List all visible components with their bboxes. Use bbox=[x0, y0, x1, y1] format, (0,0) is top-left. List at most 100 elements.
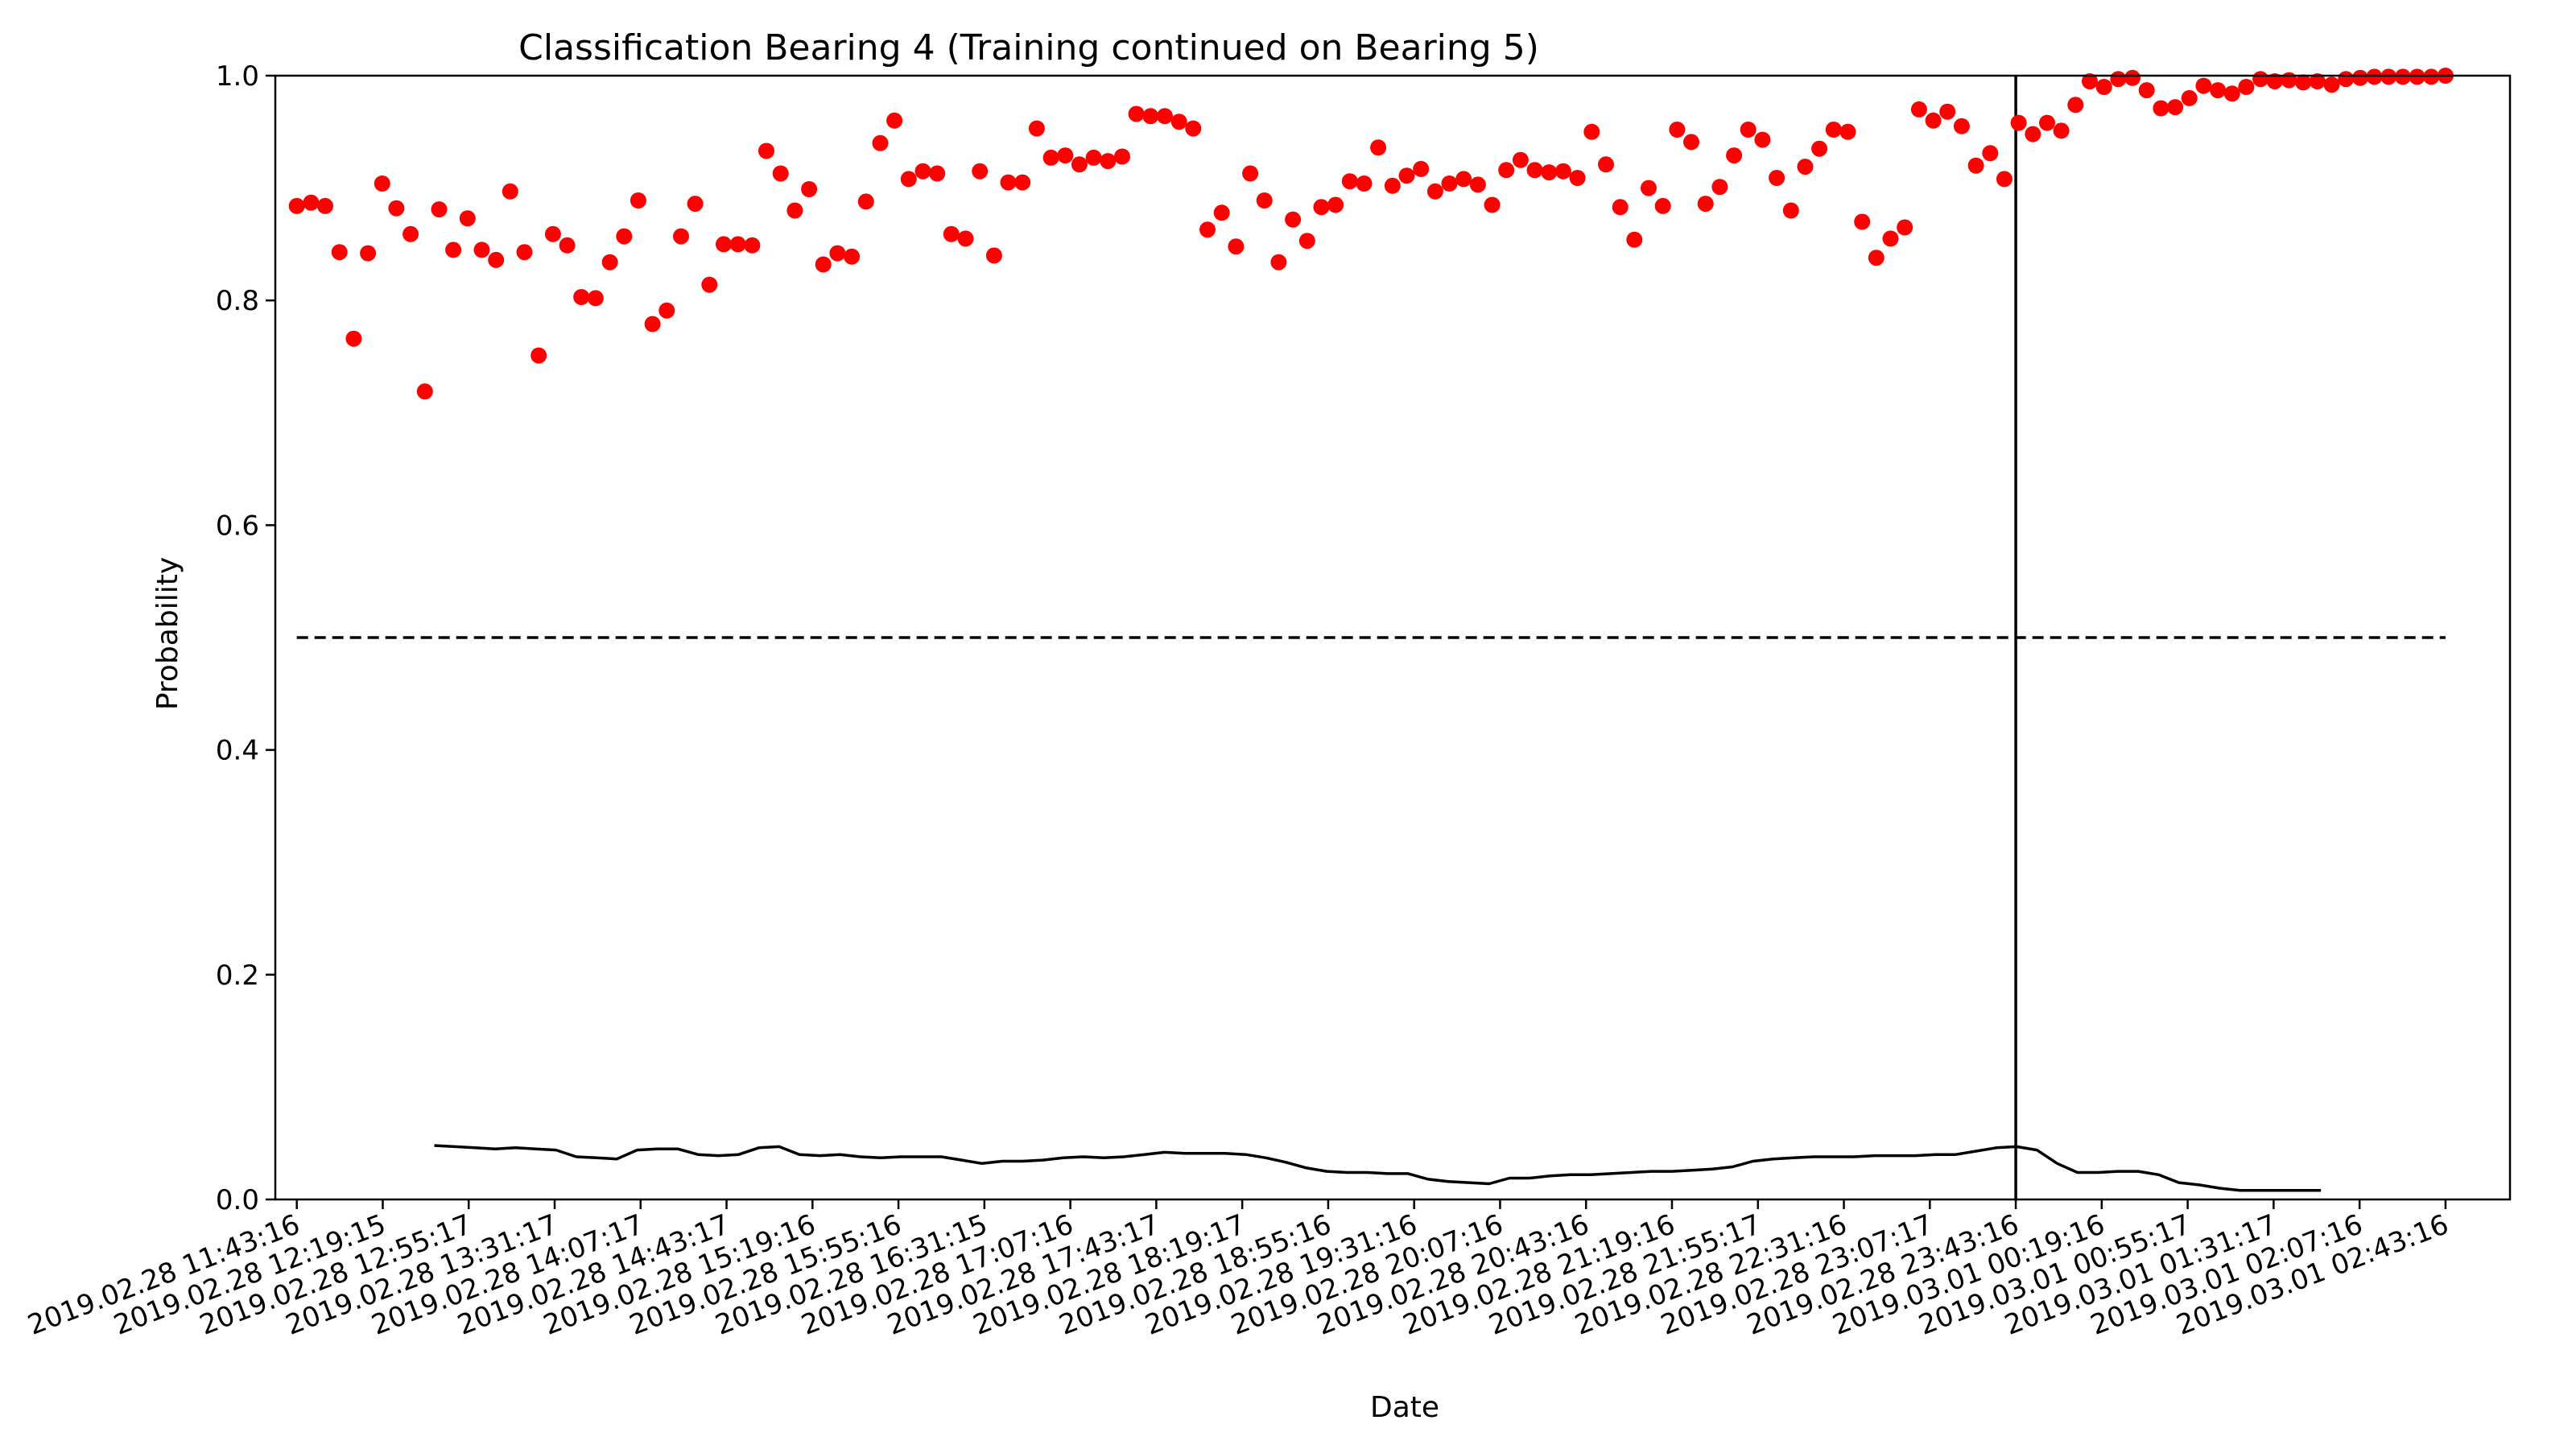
data-point bbox=[900, 171, 917, 188]
data-point bbox=[772, 165, 789, 182]
data-point bbox=[1313, 199, 1330, 216]
data-point bbox=[1441, 175, 1458, 192]
data-point bbox=[601, 254, 618, 270]
data-point bbox=[587, 290, 604, 307]
data-point bbox=[317, 197, 333, 214]
data-point bbox=[1825, 122, 1842, 138]
data-point bbox=[1285, 211, 1302, 228]
data-point bbox=[1057, 147, 1074, 164]
data-point bbox=[1142, 108, 1159, 125]
data-point bbox=[972, 163, 989, 180]
data-point bbox=[2095, 79, 2112, 95]
data-point bbox=[1569, 170, 1586, 186]
data-point bbox=[1769, 170, 1785, 186]
data-point bbox=[345, 330, 362, 347]
data-point bbox=[658, 302, 675, 319]
data-point bbox=[2053, 122, 2070, 139]
data-point bbox=[2167, 99, 2184, 116]
data-point bbox=[687, 196, 704, 213]
data-point bbox=[2266, 73, 2283, 89]
data-point bbox=[445, 242, 462, 258]
data-point bbox=[459, 210, 476, 227]
data-point bbox=[673, 228, 689, 245]
data-point bbox=[1384, 177, 1401, 194]
data-point bbox=[1654, 197, 1671, 214]
y-tick-label: 1.0 bbox=[216, 60, 259, 93]
data-point bbox=[744, 237, 761, 254]
data-point bbox=[630, 192, 646, 208]
data-point bbox=[374, 175, 390, 192]
data-point bbox=[1298, 233, 1315, 250]
data-point bbox=[844, 248, 861, 265]
data-point bbox=[1839, 123, 1856, 140]
data-point bbox=[786, 202, 803, 219]
data-point bbox=[2394, 68, 2411, 85]
data-point bbox=[929, 165, 946, 182]
data-point bbox=[2409, 68, 2425, 85]
data-point bbox=[2138, 82, 2155, 99]
data-point bbox=[1498, 162, 1515, 179]
data-point bbox=[1897, 219, 1913, 236]
data-point bbox=[1100, 153, 1117, 170]
data-point bbox=[1910, 101, 1927, 118]
data-point bbox=[1270, 254, 1287, 270]
data-point bbox=[872, 134, 889, 151]
y-tick-label: 0.4 bbox=[216, 735, 259, 767]
plot-area bbox=[288, 68, 2454, 1199]
data-point bbox=[1641, 180, 1657, 196]
data-point bbox=[1939, 103, 1956, 120]
data-point bbox=[1782, 202, 1799, 219]
data-point bbox=[2323, 76, 2340, 93]
data-point bbox=[2124, 69, 2140, 86]
data-point bbox=[1612, 199, 1629, 216]
data-point bbox=[1213, 204, 1230, 221]
data-point bbox=[2281, 72, 2297, 89]
data-point bbox=[1170, 114, 1187, 130]
data-point bbox=[1071, 156, 1088, 173]
data-point bbox=[402, 225, 419, 242]
data-point bbox=[2010, 114, 2027, 131]
data-point bbox=[1028, 120, 1045, 137]
data-point bbox=[2423, 68, 2440, 85]
data-point bbox=[2309, 73, 2326, 89]
data-point bbox=[1953, 118, 1970, 134]
data-point bbox=[644, 316, 661, 332]
data-point bbox=[2039, 114, 2055, 131]
data-point bbox=[616, 228, 633, 245]
data-point bbox=[1726, 147, 1743, 164]
data-point bbox=[1398, 167, 1415, 184]
data-point bbox=[1256, 192, 1273, 208]
data-point bbox=[2210, 82, 2227, 99]
data-point bbox=[1128, 105, 1145, 122]
data-point bbox=[431, 201, 448, 218]
data-point bbox=[2223, 85, 2240, 102]
y-tick-label: 0.6 bbox=[216, 510, 259, 542]
data-point bbox=[2025, 126, 2041, 142]
data-point bbox=[1370, 139, 1387, 156]
data-point bbox=[1157, 108, 1173, 125]
data-point bbox=[801, 181, 818, 197]
data-point bbox=[502, 183, 518, 200]
data-point bbox=[2295, 74, 2312, 91]
data-point bbox=[544, 225, 561, 242]
data-point bbox=[1554, 163, 1571, 180]
data-point bbox=[1085, 149, 1102, 166]
data-point bbox=[1583, 123, 1600, 140]
data-point bbox=[1455, 171, 1472, 188]
data-point bbox=[943, 225, 960, 242]
data-point bbox=[303, 194, 320, 211]
data-point bbox=[488, 251, 505, 268]
data-point bbox=[2338, 71, 2355, 88]
data-point bbox=[2366, 68, 2383, 85]
x-axis-label: Date bbox=[1370, 1391, 1439, 1424]
data-point bbox=[1327, 196, 1344, 213]
data-point bbox=[1114, 148, 1130, 165]
data-point bbox=[1228, 238, 1245, 255]
data-point bbox=[1042, 149, 1059, 166]
data-point bbox=[1512, 151, 1529, 168]
data-point bbox=[1925, 112, 1942, 129]
data-point bbox=[758, 142, 774, 159]
data-point bbox=[2110, 71, 2127, 88]
data-point bbox=[914, 163, 931, 180]
